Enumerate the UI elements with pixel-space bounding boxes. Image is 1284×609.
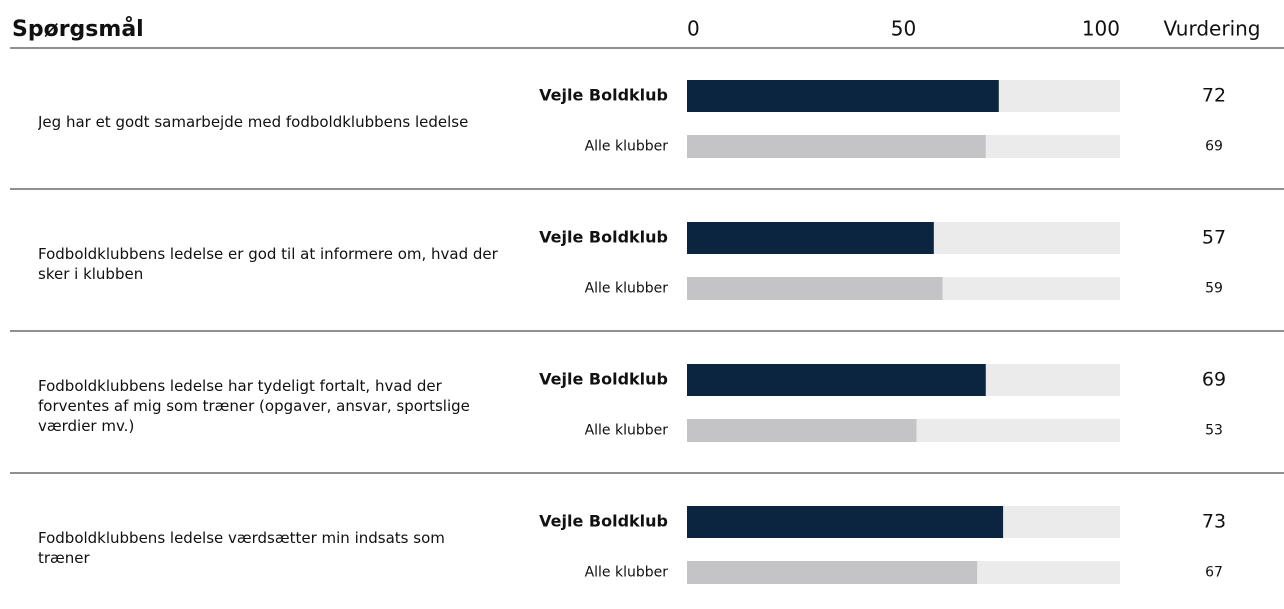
value-label: 73 <box>1202 511 1226 533</box>
header-question: Spørgsmål <box>12 16 144 42</box>
value-label: 72 <box>1202 85 1226 107</box>
series-label: Vejle Boldklub <box>539 228 668 247</box>
x-tick-label: 100 <box>1082 17 1120 41</box>
bar <box>687 80 999 112</box>
bar <box>687 506 1004 538</box>
value-label: 59 <box>1205 281 1223 297</box>
bar <box>687 364 986 396</box>
series-label: Vejle Boldklub <box>539 370 668 389</box>
bar <box>687 277 943 300</box>
x-tick-label: 50 <box>891 17 916 41</box>
question-box: Jeg har et godt samarbejde med fodboldkl… <box>38 113 469 131</box>
question: Fodboldklubbens ledelse har tydeligt for… <box>38 377 470 435</box>
bar <box>687 222 934 254</box>
series-label: Vejle Boldklub <box>539 86 668 105</box>
question: Fodboldklubbens ledelse er god til at in… <box>38 245 498 283</box>
header-rating: Vurdering <box>1163 17 1260 41</box>
value-label: 69 <box>1202 369 1226 391</box>
series-label: Alle klubber <box>585 281 669 297</box>
question: Fodboldklubbens ledelse værdsætter min i… <box>38 529 445 567</box>
question-box: Fodboldklubbens ledelse værdsætter min i… <box>38 529 445 567</box>
value-label: 67 <box>1205 565 1223 581</box>
question-box: Fodboldklubbens ledelse er god til at in… <box>38 245 498 283</box>
value-label: 69 <box>1205 139 1223 155</box>
bar <box>687 561 978 584</box>
series-label: Alle klubber <box>585 565 669 581</box>
value-label: 53 <box>1205 423 1223 439</box>
bar <box>687 135 986 158</box>
value-label: 57 <box>1202 227 1226 249</box>
series-label: Vejle Boldklub <box>539 512 668 531</box>
question: Jeg har et godt samarbejde med fodboldkl… <box>38 113 469 131</box>
series-label: Alle klubber <box>585 139 669 155</box>
series-label: Alle klubber <box>585 423 669 439</box>
bar <box>687 419 917 442</box>
x-tick-label: 0 <box>687 17 700 41</box>
question-box: Fodboldklubbens ledelse har tydeligt for… <box>38 377 470 435</box>
